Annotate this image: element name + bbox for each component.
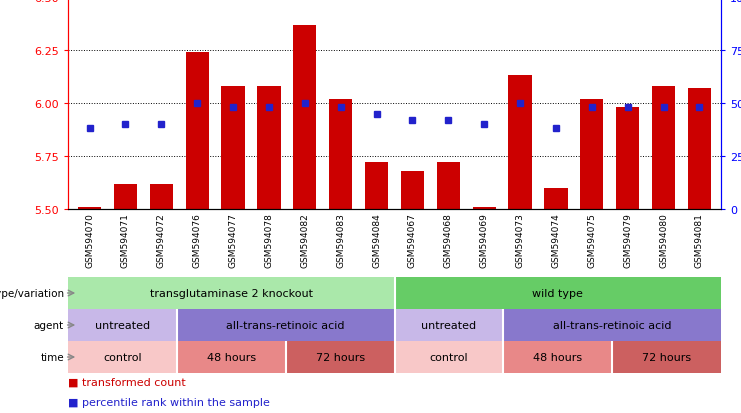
Bar (150, 184, 173, 209)
Text: GSM594076: GSM594076 (193, 213, 202, 268)
Text: control: control (430, 352, 468, 362)
Text: GSM594079: GSM594079 (623, 213, 632, 268)
Bar (78, 207, 102, 209)
Bar (177, 309, 394, 341)
Text: GSM594067: GSM594067 (408, 213, 417, 268)
Text: agent: agent (34, 320, 64, 330)
Bar (616, 108, 639, 209)
Text: GSM594082: GSM594082 (300, 213, 309, 268)
Text: 48 hours: 48 hours (207, 352, 256, 362)
Text: time: time (40, 352, 64, 362)
Bar (222, 87, 245, 209)
Bar (436, 163, 460, 209)
Bar (365, 163, 388, 209)
Text: all-trans-retinoic acid: all-trans-retinoic acid (227, 320, 345, 330)
Text: 72 hours: 72 hours (316, 352, 365, 362)
Bar (293, 26, 316, 209)
Bar (394, 341, 503, 373)
Bar (394, 309, 503, 341)
Text: GSM594071: GSM594071 (121, 213, 130, 268)
Text: 48 hours: 48 hours (534, 352, 582, 362)
Bar (580, 100, 603, 209)
Text: GSM594069: GSM594069 (479, 213, 489, 268)
Text: GSM594072: GSM594072 (157, 213, 166, 268)
Bar (177, 341, 286, 373)
Text: GSM594070: GSM594070 (85, 213, 94, 268)
Text: GSM594081: GSM594081 (695, 213, 704, 268)
Bar (68, 309, 177, 341)
Text: ■ transformed count: ■ transformed count (68, 377, 186, 387)
Text: GSM594077: GSM594077 (228, 213, 238, 268)
Bar (652, 87, 675, 209)
Text: transglutaminase 2 knockout: transglutaminase 2 knockout (150, 288, 313, 298)
Bar (394, 277, 721, 309)
Text: GSM594084: GSM594084 (372, 213, 381, 268)
Bar (286, 341, 394, 373)
Text: untreated: untreated (422, 320, 476, 330)
Text: GSM594068: GSM594068 (444, 213, 453, 268)
Bar (473, 207, 496, 209)
Text: GSM594075: GSM594075 (588, 213, 597, 268)
Bar (68, 341, 177, 373)
Text: all-trans-retinoic acid: all-trans-retinoic acid (553, 320, 671, 330)
Text: untreated: untreated (95, 320, 150, 330)
Text: 72 hours: 72 hours (642, 352, 691, 362)
Bar (503, 309, 721, 341)
Bar (68, 277, 394, 309)
Bar (503, 341, 612, 373)
Text: GSM594083: GSM594083 (336, 213, 345, 268)
Text: GSM594078: GSM594078 (265, 213, 273, 268)
Text: ■ percentile rank within the sample: ■ percentile rank within the sample (68, 397, 270, 407)
Text: wild type: wild type (532, 288, 583, 298)
Bar (114, 184, 137, 209)
Bar (508, 76, 532, 209)
Text: control: control (103, 352, 142, 362)
Bar (401, 171, 424, 209)
Text: genotype/variation: genotype/variation (0, 288, 64, 298)
Text: GSM594073: GSM594073 (516, 213, 525, 268)
Bar (257, 87, 281, 209)
Bar (185, 53, 209, 209)
Bar (688, 89, 711, 209)
Text: GSM594074: GSM594074 (551, 213, 560, 268)
Bar (329, 100, 352, 209)
Text: GSM594080: GSM594080 (659, 213, 668, 268)
Bar (612, 341, 721, 373)
Bar (545, 188, 568, 209)
